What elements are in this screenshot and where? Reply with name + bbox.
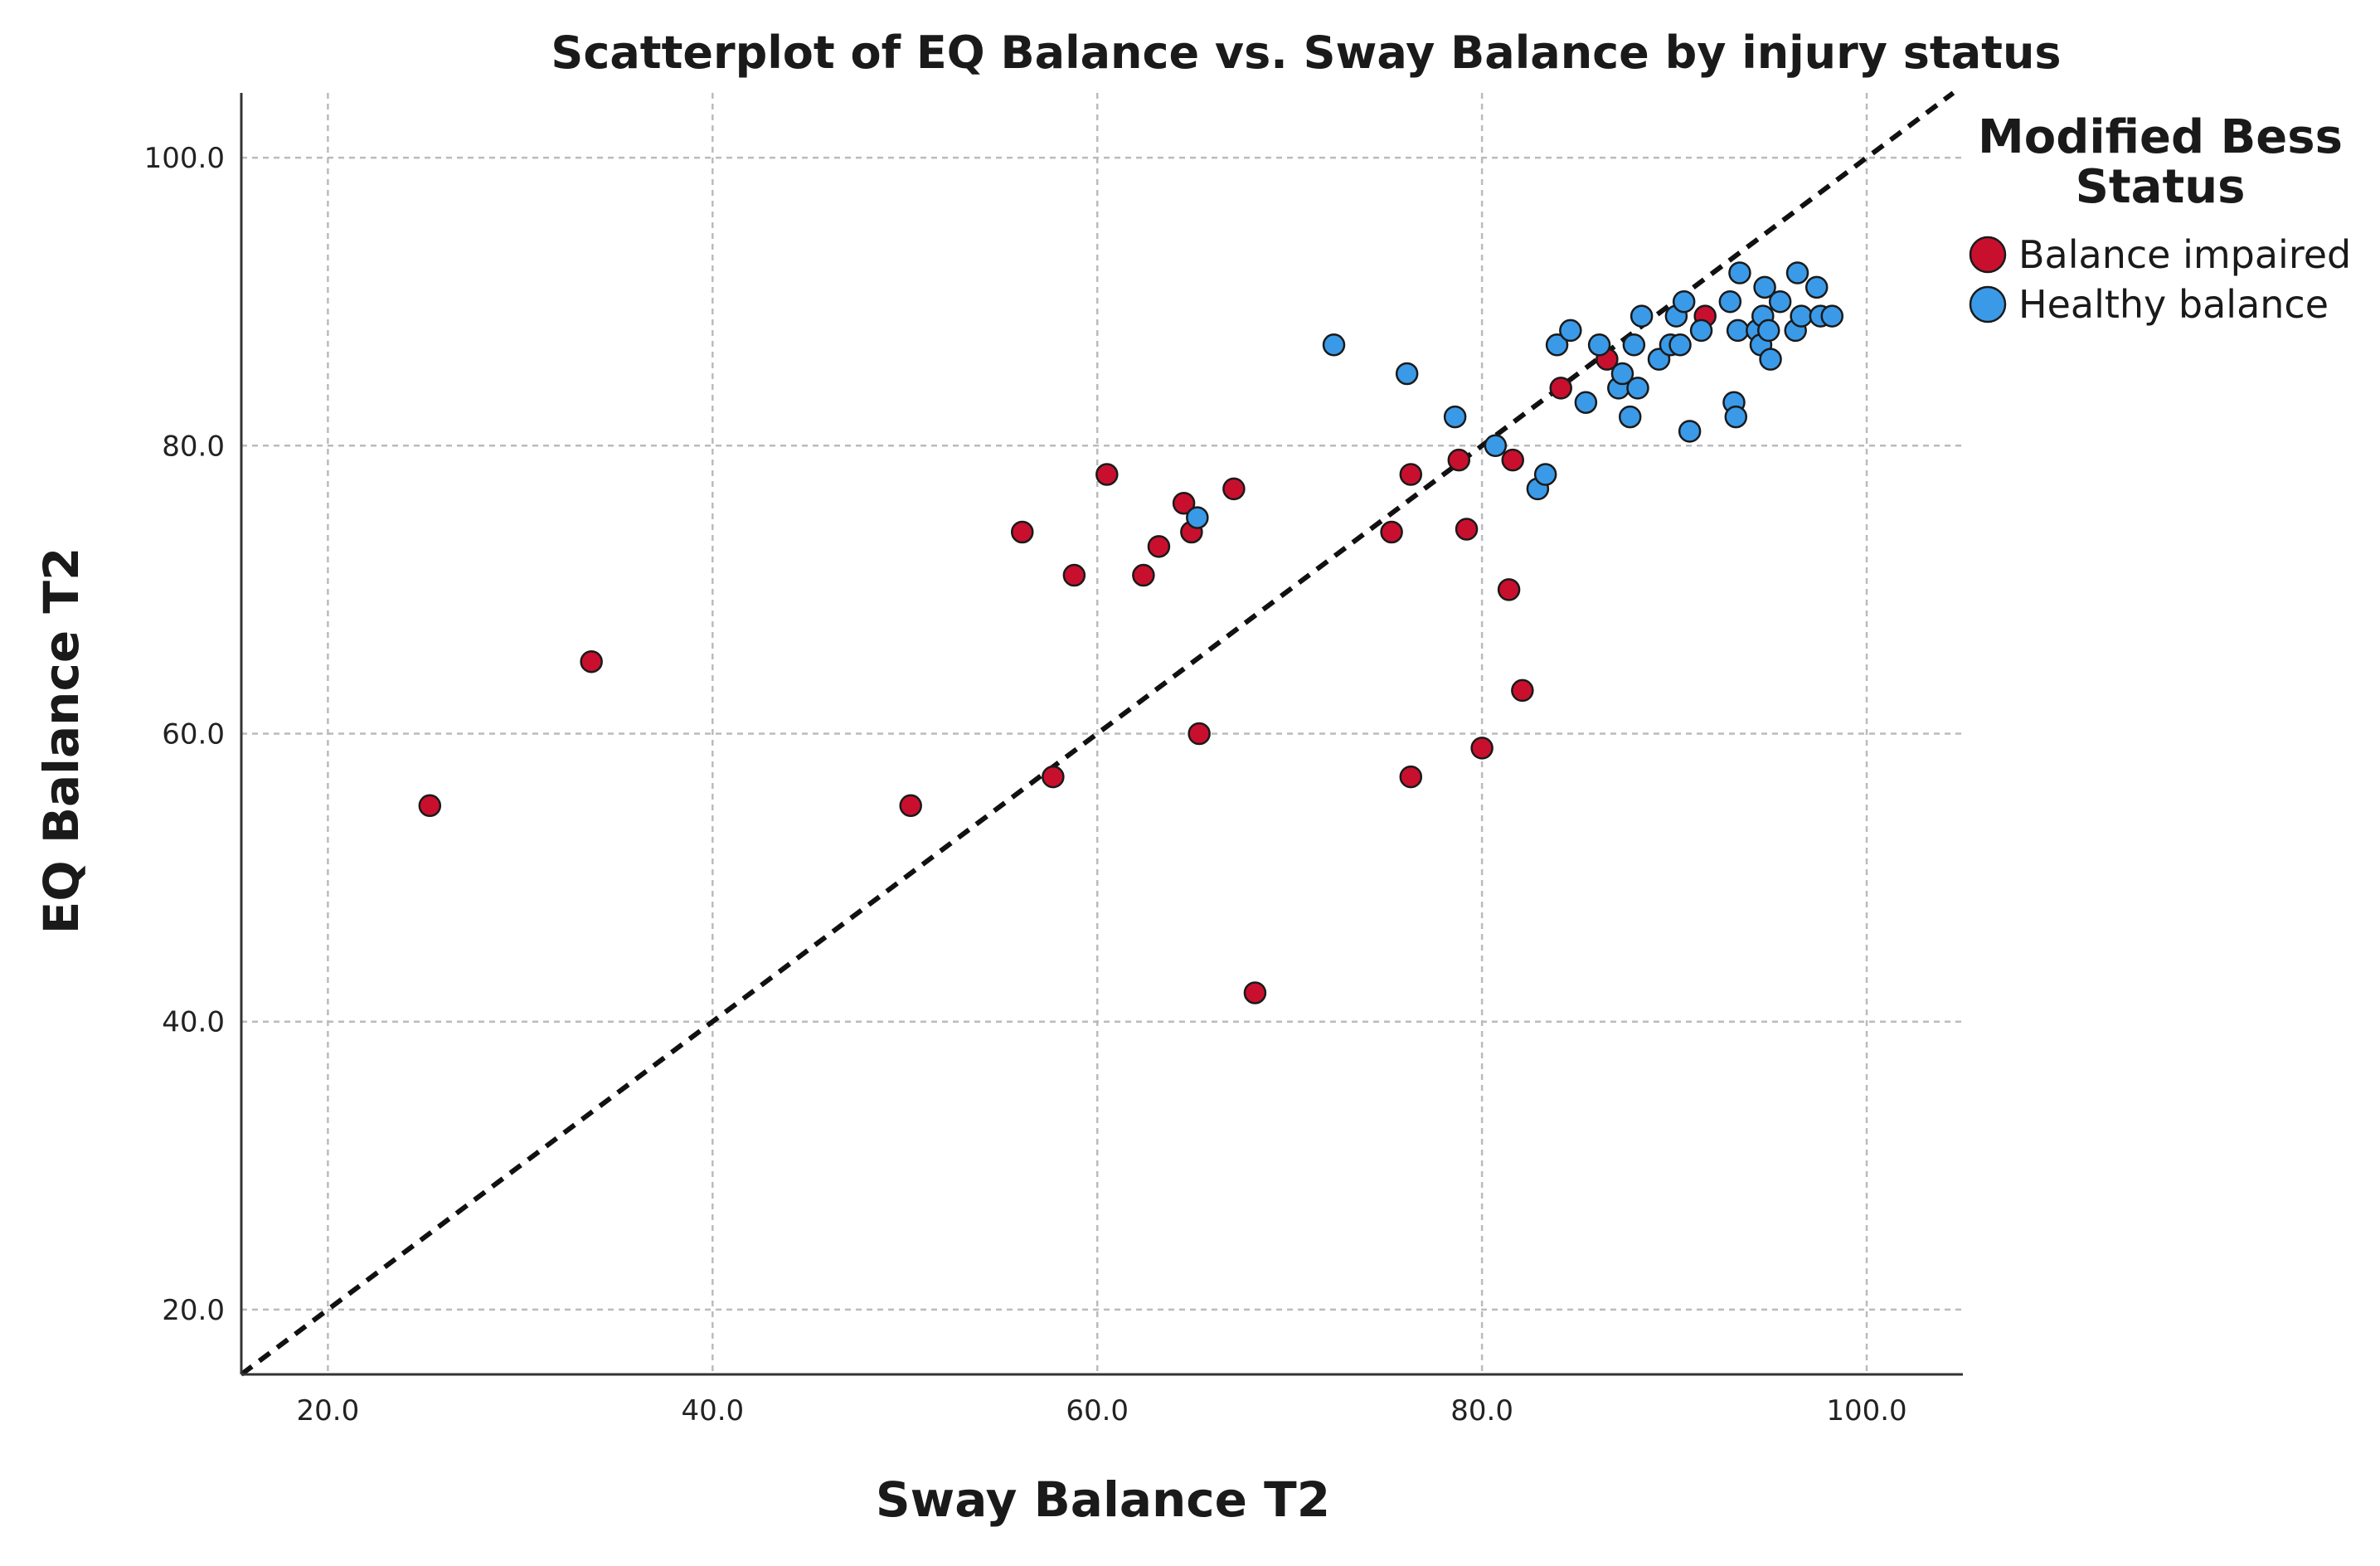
point-balance-impaired-9	[1172, 491, 1196, 515]
point-healthy-balance-24	[1718, 289, 1742, 314]
x-tick-label-80: 80.0	[1450, 1394, 1513, 1427]
point-healthy-balance-28	[1728, 261, 1751, 285]
point-healthy-balance-7	[1545, 333, 1569, 357]
point-balance-impaired-6	[1095, 463, 1119, 486]
point-healthy-balance-34	[1759, 348, 1782, 371]
point-healthy-balance-21	[1672, 289, 1696, 314]
point-healthy-balance-39	[1804, 275, 1829, 299]
point-balance-impaired-19	[1470, 737, 1494, 760]
point-healthy-balance-33	[1756, 319, 1780, 343]
point-balance-impaired-22	[1511, 678, 1534, 703]
point-balance-impaired-15	[1399, 463, 1423, 486]
x-tick-label-40: 40.0	[681, 1394, 744, 1427]
point-balance-impaired-2	[899, 794, 922, 818]
y-tick-label-60: 60.0	[162, 718, 225, 751]
point-healthy-balance-32	[1753, 275, 1776, 299]
point-balance-impaired-1	[580, 649, 603, 674]
data-points	[418, 261, 1844, 1004]
identity-reference-line	[240, 90, 1955, 1377]
legend-title-line-1: Modified Bess	[1978, 110, 2343, 164]
point-healthy-balance-2	[1395, 362, 1419, 386]
y-tick-label-100: 100.0	[144, 142, 225, 175]
point-healthy-balance-38	[1790, 304, 1813, 328]
point-healthy-balance-16	[1630, 304, 1654, 328]
point-balance-impaired-11	[1188, 722, 1211, 746]
point-healthy-balance-20	[1668, 333, 1692, 357]
point-balance-impaired-18	[1455, 518, 1479, 541]
axes	[240, 93, 1963, 1376]
point-healthy-balance-13	[1618, 405, 1642, 429]
point-healthy-balance-10	[1587, 333, 1611, 357]
point-balance-impaired-16	[1399, 765, 1423, 789]
point-healthy-balance-41	[1820, 304, 1844, 328]
legend-label-balance-impaired: Balance impaired	[2018, 232, 2351, 277]
point-healthy-balance-4	[1484, 434, 1508, 458]
x-axis-label: Sway Balance T2	[876, 1471, 1330, 1528]
point-balance-impaired-13	[1243, 981, 1267, 1004]
point-healthy-balance-27	[1726, 319, 1750, 343]
legend-title-line-2: Status	[2076, 160, 2246, 214]
point-balance-impaired-5	[1062, 563, 1086, 587]
point-balance-impaired-23	[1549, 377, 1572, 400]
point-balance-impaired-8	[1147, 535, 1171, 558]
x-tick-labels: 20.0 40.0 60.0 80.0 100.0	[297, 1394, 1907, 1427]
point-healthy-balance-9	[1574, 391, 1598, 414]
point-balance-impaired-20	[1497, 578, 1521, 601]
point-healthy-balance-8	[1559, 319, 1582, 343]
point-healthy-balance-0	[1186, 506, 1209, 529]
point-healthy-balance-12	[1610, 362, 1634, 386]
point-balance-impaired-17	[1447, 448, 1471, 472]
chart-title: Scatterplot of EQ Balance vs. Sway Balan…	[551, 27, 2061, 79]
legend-marker-healthy-balance	[1969, 285, 2007, 323]
y-axis-label: EQ Balance T2	[33, 547, 90, 935]
legend-label-healthy-balance: Healthy balance	[2018, 282, 2329, 327]
y-tick-labels: 20.0 40.0 60.0 80.0 100.0	[144, 142, 225, 1327]
point-balance-impaired-4	[1042, 765, 1065, 789]
point-healthy-balance-26	[1724, 405, 1748, 429]
point-healthy-balance-15	[1626, 377, 1649, 400]
reference-line-group	[240, 90, 1955, 1377]
point-healthy-balance-37	[1785, 261, 1809, 285]
point-healthy-balance-14	[1622, 333, 1646, 357]
legend-marker-balance-impaired	[1969, 236, 2007, 274]
grid-lines	[241, 93, 1961, 1374]
y-tick-label-80: 80.0	[162, 430, 225, 463]
point-healthy-balance-35	[1768, 289, 1792, 314]
point-balance-impaired-0	[418, 794, 442, 818]
point-healthy-balance-3	[1443, 405, 1467, 429]
point-balance-impaired-12	[1222, 477, 1246, 501]
x-tick-label-100: 100.0	[1826, 1394, 1906, 1427]
point-balance-impaired-3	[1010, 520, 1034, 544]
point-balance-impaired-7	[1132, 563, 1155, 587]
x-tick-label-20: 20.0	[297, 1394, 360, 1427]
legend: Modified Bess Status Balance impaired He…	[1969, 110, 2351, 327]
point-healthy-balance-22	[1678, 420, 1702, 443]
point-healthy-balance-1	[1322, 333, 1346, 357]
point-balance-impaired-14	[1380, 520, 1403, 544]
point-balance-impaired-21	[1501, 448, 1524, 472]
x-tick-label-60: 60.0	[1066, 1394, 1129, 1427]
point-healthy-balance-6	[1533, 463, 1557, 486]
y-tick-label-40: 40.0	[162, 1006, 225, 1039]
point-healthy-balance-23	[1689, 319, 1713, 343]
y-tick-label-20: 20.0	[162, 1294, 225, 1327]
